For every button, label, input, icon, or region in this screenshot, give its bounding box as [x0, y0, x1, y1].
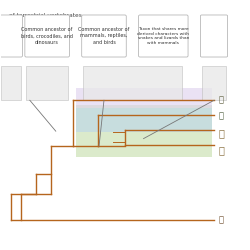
- Text: 🐢: 🐢: [219, 96, 224, 105]
- Bar: [202, 66, 226, 100]
- Text: 🐦: 🐦: [219, 145, 225, 155]
- Text: of terrestrial vertebrates.: of terrestrial vertebrates.: [9, 12, 84, 18]
- FancyBboxPatch shape: [200, 15, 228, 57]
- Text: Common ancestor of
mammals, reptiles,
and birds: Common ancestor of mammals, reptiles, an…: [78, 27, 130, 45]
- FancyBboxPatch shape: [82, 15, 126, 57]
- Bar: [76, 108, 212, 132]
- FancyBboxPatch shape: [138, 15, 188, 57]
- Text: Common ancestor of
birds, crocodiles, and
dinosaurs: Common ancestor of birds, crocodiles, an…: [21, 27, 73, 45]
- Text: 🐿: 🐿: [219, 216, 224, 225]
- FancyBboxPatch shape: [25, 15, 70, 57]
- FancyBboxPatch shape: [0, 15, 22, 57]
- Bar: [76, 88, 212, 108]
- Bar: [76, 105, 212, 157]
- Text: 🦎: 🦎: [219, 129, 225, 139]
- Bar: [26, 66, 68, 100]
- Bar: [83, 66, 182, 100]
- Text: Taxon that shares more
derived characters with
snakes and lizards than
with mamm: Taxon that shares more derived character…: [137, 27, 189, 45]
- Bar: [2, 66, 21, 100]
- Text: 🐊: 🐊: [219, 112, 224, 121]
